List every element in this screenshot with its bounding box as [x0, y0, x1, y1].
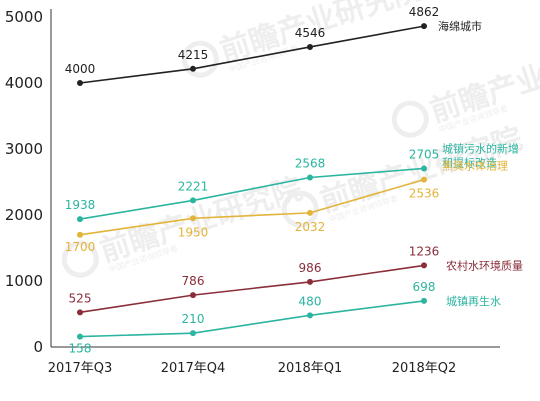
- data-point: [190, 330, 196, 337]
- data-label: 4546: [295, 26, 326, 40]
- data-label: 2221: [178, 179, 209, 193]
- y-tick-label: 0: [33, 338, 43, 356]
- series-name-label: 海绵城市: [438, 19, 482, 33]
- data-label: 210: [182, 312, 205, 326]
- watermark-logo-icon: [181, 40, 219, 78]
- data-point: [77, 216, 83, 223]
- data-label: 4862: [409, 5, 440, 19]
- data-label: 2032: [295, 220, 326, 234]
- x-tick-label: 2018年Q1: [278, 361, 343, 376]
- x-tick-label: 2018年Q2: [392, 361, 457, 376]
- watermark-logo-icon: [61, 240, 99, 278]
- data-label: 1236: [409, 244, 440, 258]
- y-tick-label: 5000: [5, 8, 43, 26]
- data-point: [190, 197, 196, 204]
- data-point: [307, 174, 313, 181]
- series-3: 525 786 986 1236 农村水环境质量: [69, 244, 523, 316]
- data-point: [421, 262, 427, 269]
- data-label: 4215: [178, 48, 209, 62]
- x-tick-label: 2017年Q3: [48, 361, 113, 376]
- data-label: 480: [299, 294, 322, 308]
- data-label: 4000: [65, 62, 96, 76]
- data-point: [421, 297, 427, 304]
- data-point: [421, 176, 427, 183]
- data-point: [307, 278, 313, 285]
- data-point: [421, 23, 427, 30]
- data-label: 2705: [409, 147, 440, 161]
- y-tick-label: 3000: [5, 140, 43, 158]
- series-name-label: 农村水环境质量: [446, 258, 523, 272]
- series-1: 1938 2221 2568 2705 城镇污水的新增和提标改造: [65, 141, 519, 223]
- series-line: [79, 300, 425, 338]
- series-line: [79, 264, 425, 314]
- data-label: 1938: [65, 198, 96, 212]
- data-point: [77, 80, 83, 86]
- data-label: 786: [182, 274, 205, 288]
- data-label: 158: [69, 342, 92, 356]
- series-4: 158 210 480 698 城镇再生水: [69, 280, 501, 356]
- data-point: [190, 292, 196, 299]
- data-label: 2536: [409, 187, 440, 201]
- data-point: [77, 231, 83, 238]
- series-line: [79, 25, 425, 84]
- series-line: [79, 167, 425, 220]
- data-label: 698: [413, 280, 436, 294]
- series-name-label: 城镇污水的新增和提标改造: [442, 141, 519, 169]
- y-tick-label: 4000: [5, 74, 43, 92]
- data-point: [190, 215, 196, 222]
- series-name-label: 城镇再生水: [446, 294, 501, 308]
- data-label: 1700: [65, 240, 96, 254]
- series-name-label: 黑臭水体治理: [442, 159, 508, 173]
- y-tick-label: 2000: [5, 206, 43, 224]
- data-label: 1950: [178, 225, 209, 239]
- data-label: 2568: [295, 157, 326, 171]
- data-point: [307, 209, 313, 216]
- data-point: [77, 333, 83, 340]
- data-point: [77, 309, 83, 316]
- data-label: 525: [69, 291, 92, 305]
- data-label: 986: [299, 261, 322, 275]
- data-point: [421, 165, 427, 172]
- y-tick-label: 1000: [5, 272, 43, 290]
- series-line: [79, 178, 425, 236]
- data-point: [307, 43, 313, 50]
- watermark-logo-icon: [391, 100, 429, 138]
- data-point: [190, 65, 196, 72]
- data-point: [307, 312, 313, 319]
- x-tick-label: 2017年Q4: [161, 361, 226, 376]
